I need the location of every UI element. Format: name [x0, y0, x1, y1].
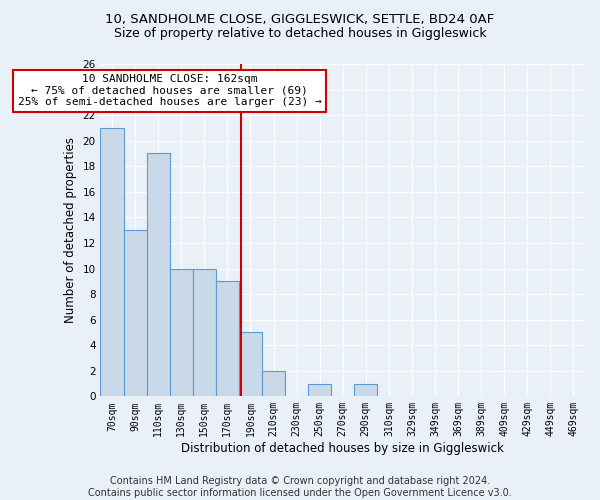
Text: Size of property relative to detached houses in Giggleswick: Size of property relative to detached ho…	[113, 28, 487, 40]
Y-axis label: Number of detached properties: Number of detached properties	[64, 137, 77, 323]
Bar	[262, 371, 285, 396]
Bar	[308, 384, 331, 396]
X-axis label: Distribution of detached houses by size in Giggleswick: Distribution of detached houses by size …	[181, 442, 504, 455]
Bar	[100, 128, 124, 396]
Bar	[216, 282, 239, 397]
Text: Contains HM Land Registry data © Crown copyright and database right 2024.
Contai: Contains HM Land Registry data © Crown c…	[88, 476, 512, 498]
Bar	[170, 268, 193, 396]
Text: 10, SANDHOLME CLOSE, GIGGLESWICK, SETTLE, BD24 0AF: 10, SANDHOLME CLOSE, GIGGLESWICK, SETTLE…	[106, 12, 494, 26]
Bar	[239, 332, 262, 396]
Bar	[354, 384, 377, 396]
Bar	[146, 154, 170, 396]
Text: 10 SANDHOLME CLOSE: 162sqm
← 75% of detached houses are smaller (69)
25% of semi: 10 SANDHOLME CLOSE: 162sqm ← 75% of deta…	[18, 74, 322, 108]
Bar	[193, 268, 216, 396]
Bar	[124, 230, 146, 396]
